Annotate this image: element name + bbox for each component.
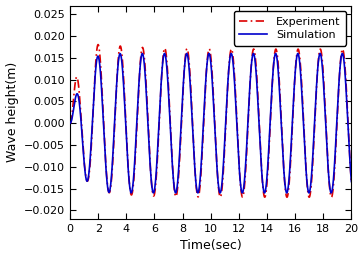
X-axis label: Time(sec): Time(sec) [180, 239, 242, 252]
Simulation [174, 191, 178, 195]
Experiment [278, 93, 282, 96]
Experiment [299, 78, 304, 81]
Experiment [237, 159, 241, 162]
Experiment [68, 122, 72, 125]
Experiment [175, 186, 180, 189]
Simulation [68, 122, 72, 125]
Legend: Experiment, Simulation: Experiment, Simulation [234, 11, 346, 46]
Y-axis label: Wave height(m): Wave height(m) [5, 62, 19, 163]
Experiment [96, 43, 100, 46]
Simulation [251, 52, 255, 55]
Simulation [175, 181, 180, 184]
Simulation [278, 100, 282, 103]
Experiment [329, 196, 333, 199]
Simulation [273, 52, 278, 55]
Line: Simulation: Simulation [70, 53, 351, 193]
Experiment [251, 49, 255, 52]
Line: Experiment: Experiment [70, 45, 351, 197]
Simulation [299, 85, 304, 88]
Experiment [119, 47, 123, 51]
Simulation [119, 55, 123, 58]
Simulation [237, 160, 241, 164]
Simulation [349, 180, 353, 183]
Experiment [349, 181, 353, 184]
